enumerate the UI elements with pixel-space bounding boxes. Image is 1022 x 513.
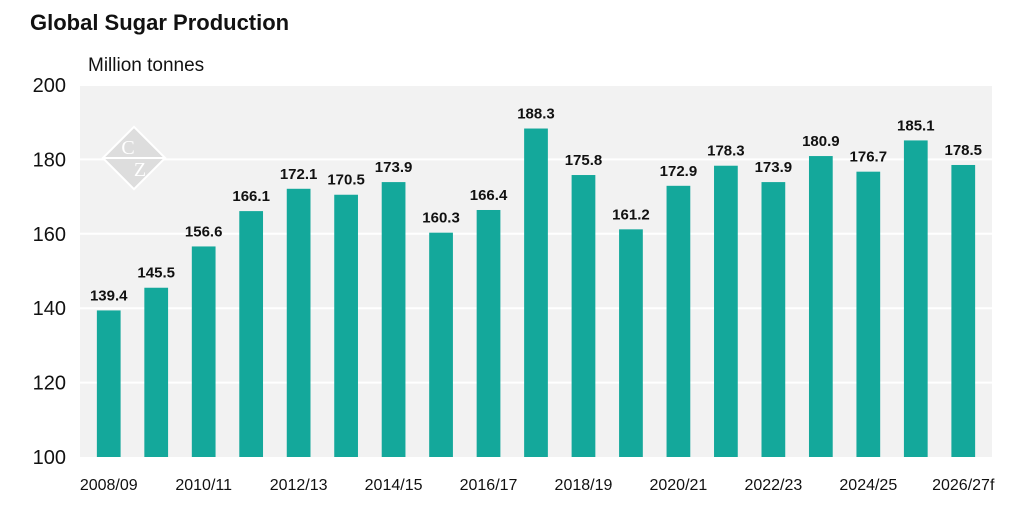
bar-2020-21 <box>666 185 691 457</box>
bar-2012-13 <box>286 188 311 457</box>
data-label: 175.8 <box>565 152 603 169</box>
bar-2018-19 <box>571 175 596 458</box>
data-label: 176.7 <box>850 149 888 166</box>
bar-2017-18 <box>524 128 548 458</box>
x-tick-label: 2012/13 <box>270 477 328 494</box>
bar-2023-24 <box>808 156 833 457</box>
bar-2026-27f <box>951 164 976 458</box>
svg-text:C: C <box>121 137 134 159</box>
x-tick-label: 2026/27f <box>932 477 995 494</box>
data-label: 178.3 <box>707 143 745 160</box>
data-label: 160.3 <box>422 210 460 227</box>
data-label: 180.9 <box>802 133 840 150</box>
bar-2024-25 <box>856 171 881 457</box>
data-label: 156.6 <box>185 223 223 240</box>
x-tick-label: 2018/19 <box>555 477 613 494</box>
x-tick-label: 2014/15 <box>365 477 423 494</box>
x-tick-label: 2008/09 <box>80 477 138 494</box>
x-tick-label: 2010/11 <box>175 477 232 494</box>
cz-logo-watermark: C Z <box>101 125 167 191</box>
x-tick-label: 2020/21 <box>649 477 707 494</box>
data-label: 139.4 <box>90 287 128 304</box>
y-tick-label: 100 <box>33 447 66 469</box>
bar-2011-12 <box>239 211 264 457</box>
bar-2019-20 <box>619 229 643 457</box>
data-label: 173.9 <box>755 159 793 176</box>
data-label: 172.1 <box>280 166 318 183</box>
x-tick-label: 2016/17 <box>460 477 518 494</box>
y-tick-label: 200 <box>33 75 66 97</box>
y-tick-label: 120 <box>33 373 66 395</box>
data-label: 173.9 <box>375 159 413 176</box>
bar-2015-16 <box>429 232 453 457</box>
y-axis-unit-label: Million tonnes <box>88 55 205 76</box>
bar-2014-15 <box>381 182 406 458</box>
bar-2025-26 <box>903 140 928 458</box>
data-label: 170.5 <box>327 172 365 189</box>
svg-text:Z: Z <box>134 159 146 181</box>
data-label: 166.1 <box>232 188 270 205</box>
data-label: 161.2 <box>612 206 650 223</box>
data-label: 188.3 <box>517 106 555 123</box>
y-tick-label: 140 <box>33 298 66 320</box>
bar-2021-22 <box>714 165 738 457</box>
chart-title: Global Sugar Production <box>30 10 290 35</box>
x-tick-label: 2022/23 <box>744 477 802 494</box>
data-label: 185.1 <box>897 117 935 134</box>
bar-2022-23 <box>761 182 786 458</box>
data-label: 166.4 <box>470 187 508 204</box>
x-tick-label: 2024/25 <box>839 477 897 494</box>
data-label: 178.5 <box>944 142 982 159</box>
y-tick-label: 180 <box>33 149 66 171</box>
y-tick-label: 160 <box>33 224 66 246</box>
data-label: 145.5 <box>137 265 175 282</box>
bar-2010-11 <box>191 246 216 457</box>
bar-2008-09 <box>96 310 121 457</box>
bar-2016-17 <box>476 209 501 457</box>
bar-2009-10 <box>144 287 169 457</box>
bar-2013-14 <box>334 194 358 458</box>
data-label: 172.9 <box>660 163 698 180</box>
